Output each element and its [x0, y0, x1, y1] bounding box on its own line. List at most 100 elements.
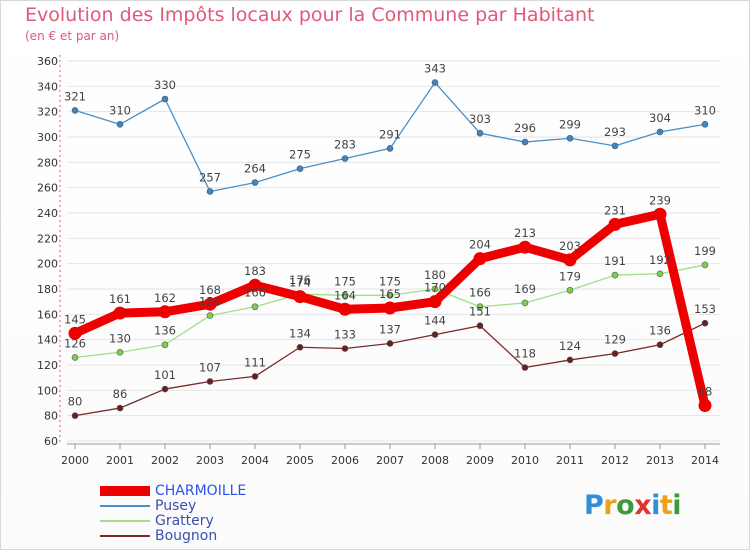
x-tick-label: 2008	[421, 454, 449, 467]
data-point-charmoille	[338, 302, 352, 316]
data-label-bougnon: 151	[469, 305, 491, 319]
axes: 60 80 100 120 140 160 180 200 220 240 260 280 300 320…	[37, 55, 720, 467]
data-label-bougnon: 111	[244, 355, 266, 369]
x-tick-label: 2014	[691, 454, 719, 467]
data-point-charmoille	[68, 326, 82, 340]
y-tick-label: 160	[37, 308, 58, 321]
data-label-grattery: 159	[199, 295, 221, 309]
data-label-charmoille: 161	[109, 292, 131, 306]
data-label-pusey: 304	[649, 111, 671, 125]
data-point-grattery	[476, 303, 484, 311]
data-label-grattery: 175	[379, 274, 401, 288]
data-label-grattery: 191	[604, 254, 626, 268]
data-label-pusey: 296	[514, 121, 536, 135]
data-label-pusey: 321	[64, 89, 86, 103]
y-tick-label: 80	[44, 410, 58, 423]
data-label-grattery: 169	[514, 282, 536, 296]
data-point-bougnon	[656, 341, 664, 349]
data-label-charmoille: 145	[64, 312, 86, 326]
y-tick-label: 320	[37, 106, 58, 119]
legend-swatch	[100, 535, 150, 537]
data-label-pusey: 275	[289, 148, 311, 162]
y-tick-label: 360	[37, 55, 58, 68]
data-label-grattery: 126	[64, 336, 86, 350]
data-point-pusey	[386, 145, 394, 152]
data-point-charmoille	[653, 207, 667, 221]
data-label-bougnon: 124	[559, 339, 581, 353]
data-label-bougnon: 144	[424, 314, 446, 328]
data-point-charmoille	[383, 301, 397, 315]
x-tick-label: 2007	[376, 454, 404, 467]
data-labels: 321 310 330 257 264 275 283 291 343 303 296 299 293 3…	[64, 62, 716, 409]
data-point-bougnon	[476, 322, 484, 330]
data-point-pusey	[296, 165, 304, 172]
data-point-grattery	[116, 349, 124, 356]
y-tick-label: 140	[37, 334, 58, 347]
legend-label: Bougnon	[155, 528, 218, 544]
data-label-bougnon: 153	[694, 302, 716, 316]
data-label-bougnon: 129	[604, 333, 626, 347]
x-tick-label: 2000	[61, 454, 89, 467]
data-label-bougnon: 101	[154, 368, 176, 382]
data-point-grattery	[71, 354, 79, 361]
data-label-pusey: 293	[604, 125, 626, 139]
data-point-grattery	[341, 292, 349, 299]
data-point-pusey	[656, 128, 664, 136]
legend-swatch	[100, 505, 150, 507]
data-point-pusey	[341, 155, 349, 162]
data-point-grattery	[431, 285, 439, 293]
data-point-grattery	[656, 270, 664, 278]
data-label-bougnon: 118	[514, 347, 536, 361]
data-label-charmoille: 204	[469, 238, 491, 252]
data-point-bougnon	[251, 373, 259, 380]
data-label-charmoille: 203	[559, 239, 581, 253]
data-label-bougnon: 107	[199, 360, 221, 374]
x-tick-label: 2010	[511, 454, 539, 467]
x-tick-label: 2005	[286, 454, 314, 467]
logo-letter: i	[651, 490, 660, 521]
data-point-pusey	[71, 107, 79, 114]
data-label-bougnon: 134	[289, 326, 311, 340]
data-point-pusey	[251, 179, 259, 186]
data-label-grattery: 130	[109, 331, 131, 345]
y-tick-label: 340	[37, 80, 58, 93]
data-point-pusey	[701, 121, 709, 128]
data-label-pusey: 310	[109, 103, 131, 117]
data-point-grattery	[566, 286, 574, 294]
y-tick-label: 280	[37, 156, 58, 169]
logo-letter: i	[672, 490, 682, 521]
data-label-pusey: 264	[244, 162, 266, 176]
data-point-grattery	[386, 292, 394, 299]
data-label-pusey: 291	[379, 127, 401, 141]
logo-letter: r	[603, 490, 617, 521]
data-point-pusey	[521, 138, 529, 146]
data-point-grattery	[701, 261, 709, 269]
data-label-pusey: 343	[424, 62, 446, 76]
y-tick-label: 120	[37, 359, 58, 372]
data-label-grattery: 136	[154, 324, 176, 338]
data-label-charmoille: 162	[154, 291, 176, 305]
data-label-charmoille: 170	[424, 281, 446, 295]
data-label-charmoille: 88	[698, 385, 713, 399]
data-label-pusey: 299	[559, 117, 581, 131]
data-point-pusey	[161, 95, 169, 103]
logo-letter: t	[659, 490, 673, 521]
data-label-charmoille: 231	[604, 203, 626, 217]
data-label-charmoille: 213	[514, 226, 536, 240]
x-tick-label: 2013	[646, 454, 674, 467]
data-label-bougnon: 86	[113, 387, 128, 401]
data-label-grattery: 179	[559, 269, 581, 283]
x-tick-label: 2001	[106, 454, 134, 467]
data-label-grattery: 176	[289, 273, 311, 287]
data-label-pusey: 303	[469, 112, 491, 126]
y-tick-label: 200	[37, 258, 58, 271]
data-label-grattery: 180	[424, 268, 446, 282]
data-label-charmoille: 164	[334, 288, 356, 302]
data-point-grattery	[611, 271, 619, 279]
data-point-charmoille	[698, 399, 712, 413]
data-label-pusey: 283	[334, 138, 356, 152]
legend-label: Pusey	[155, 498, 197, 514]
data-point-bougnon	[206, 378, 214, 385]
data-point-bougnon	[116, 404, 124, 412]
data-point-bougnon	[341, 345, 349, 352]
